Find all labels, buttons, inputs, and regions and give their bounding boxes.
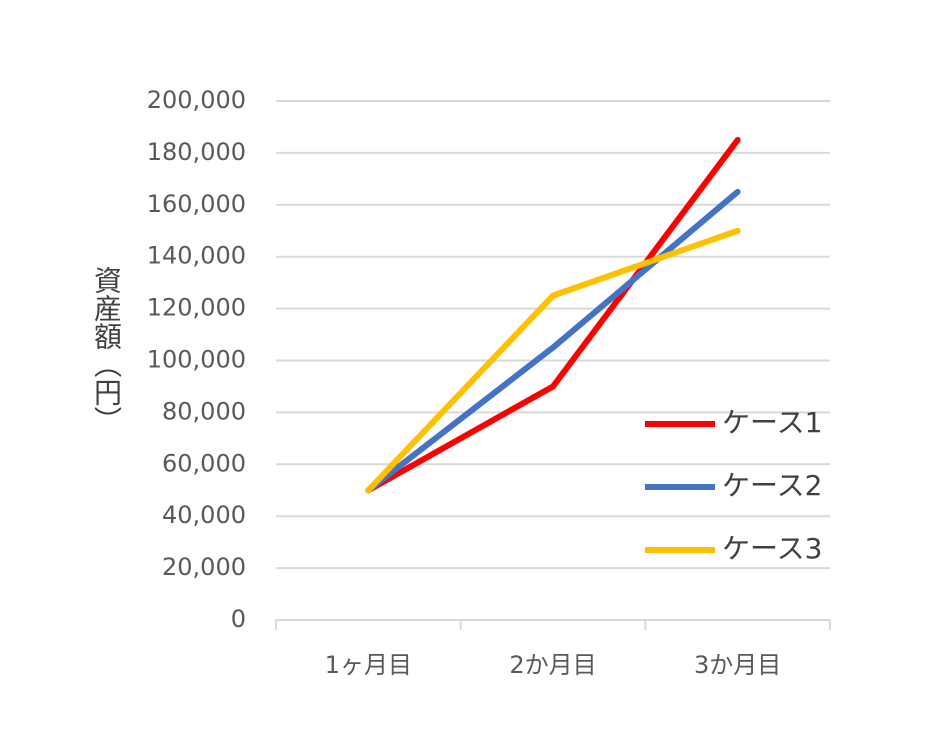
series-line [365, 188, 741, 494]
x-tick-label: 1ヶ月目 [325, 651, 412, 679]
x-tick-label: 2か月目 [509, 651, 596, 679]
y-axis-label: 資産額（円） [90, 266, 123, 434]
y-tick-label: 60,000 [162, 449, 246, 477]
y-tick-label: 80,000 [162, 397, 246, 425]
series-line [365, 136, 741, 494]
y-tick-label: 100,000 [147, 346, 246, 374]
x-tick-label: 3か月目 [694, 651, 781, 679]
y-tick-label: 200,000 [147, 86, 246, 114]
legend-label: ケース2 [722, 469, 822, 502]
series-line [365, 227, 741, 494]
y-tick-label: 160,000 [147, 190, 246, 218]
y-tick-label: 180,000 [147, 138, 246, 166]
y-tick-label: 140,000 [147, 242, 246, 270]
y-tick-label: 40,000 [162, 501, 246, 529]
legend-label: ケース3 [722, 532, 822, 565]
y-tick-label: 0 [231, 605, 246, 633]
y-tick-label: 120,000 [147, 294, 246, 322]
legend-label: ケース1 [722, 406, 822, 439]
y-tick-label: 20,000 [162, 553, 246, 581]
